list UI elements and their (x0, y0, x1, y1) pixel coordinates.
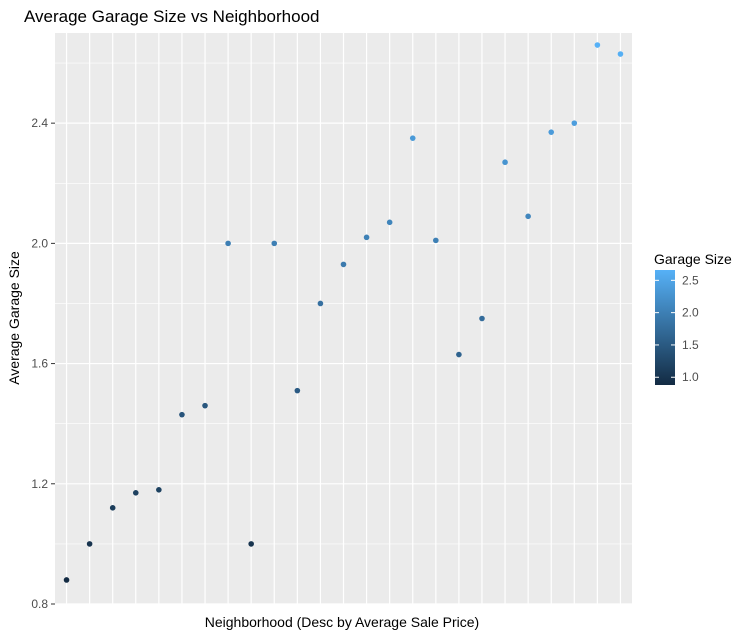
data-point (225, 240, 231, 247)
y-tick-label: 2.0 (31, 236, 48, 250)
legend-tick-label: 1.5 (682, 338, 699, 352)
data-point (294, 387, 301, 394)
legend-ticks: 1.0 1.5 2.0 2.5 (655, 273, 699, 384)
data-point (525, 213, 531, 220)
y-axis: 0.8 1.2 1.6 2.0 2.4 (31, 116, 55, 611)
data-point (571, 120, 578, 126)
data-point (617, 51, 624, 57)
data-point (502, 159, 508, 166)
legend-tick-label: 2.5 (682, 273, 699, 287)
data-point (317, 300, 324, 307)
data-point (63, 577, 70, 583)
data-point (594, 42, 601, 48)
data-point (548, 129, 555, 135)
data-point (433, 237, 439, 244)
legend-tick-label: 1.0 (682, 370, 699, 384)
legend: Garage Size 1.0 1.5 2.0 2.5 (654, 251, 732, 385)
data-point (271, 240, 278, 247)
data-point (132, 490, 139, 496)
x-axis-title: Neighborhood (Desc by Average Sale Price… (205, 614, 479, 630)
data-point (156, 487, 162, 493)
data-point (479, 315, 485, 322)
major-grid (55, 33, 632, 605)
y-tick-label: 1.6 (31, 357, 48, 371)
data-point (456, 351, 462, 358)
data-point (363, 234, 370, 241)
data-point (248, 541, 254, 547)
chart-title: Average Garage Size vs Neighborhood (24, 7, 319, 26)
legend-colorbar (655, 270, 675, 385)
data-point (109, 505, 116, 511)
data-point (386, 219, 393, 226)
data-point (202, 402, 208, 409)
data-point (86, 541, 93, 547)
legend-tick-label: 2.0 (682, 306, 699, 320)
data-point (340, 261, 347, 268)
y-tick-label: 0.8 (31, 597, 48, 611)
data-points (63, 42, 624, 583)
y-tick-label: 1.2 (31, 477, 48, 491)
data-point (179, 411, 185, 418)
y-axis-title: Average Garage Size (6, 251, 22, 385)
legend-title: Garage Size (654, 251, 732, 267)
data-point (409, 135, 416, 141)
y-tick-label: 2.4 (31, 116, 48, 130)
